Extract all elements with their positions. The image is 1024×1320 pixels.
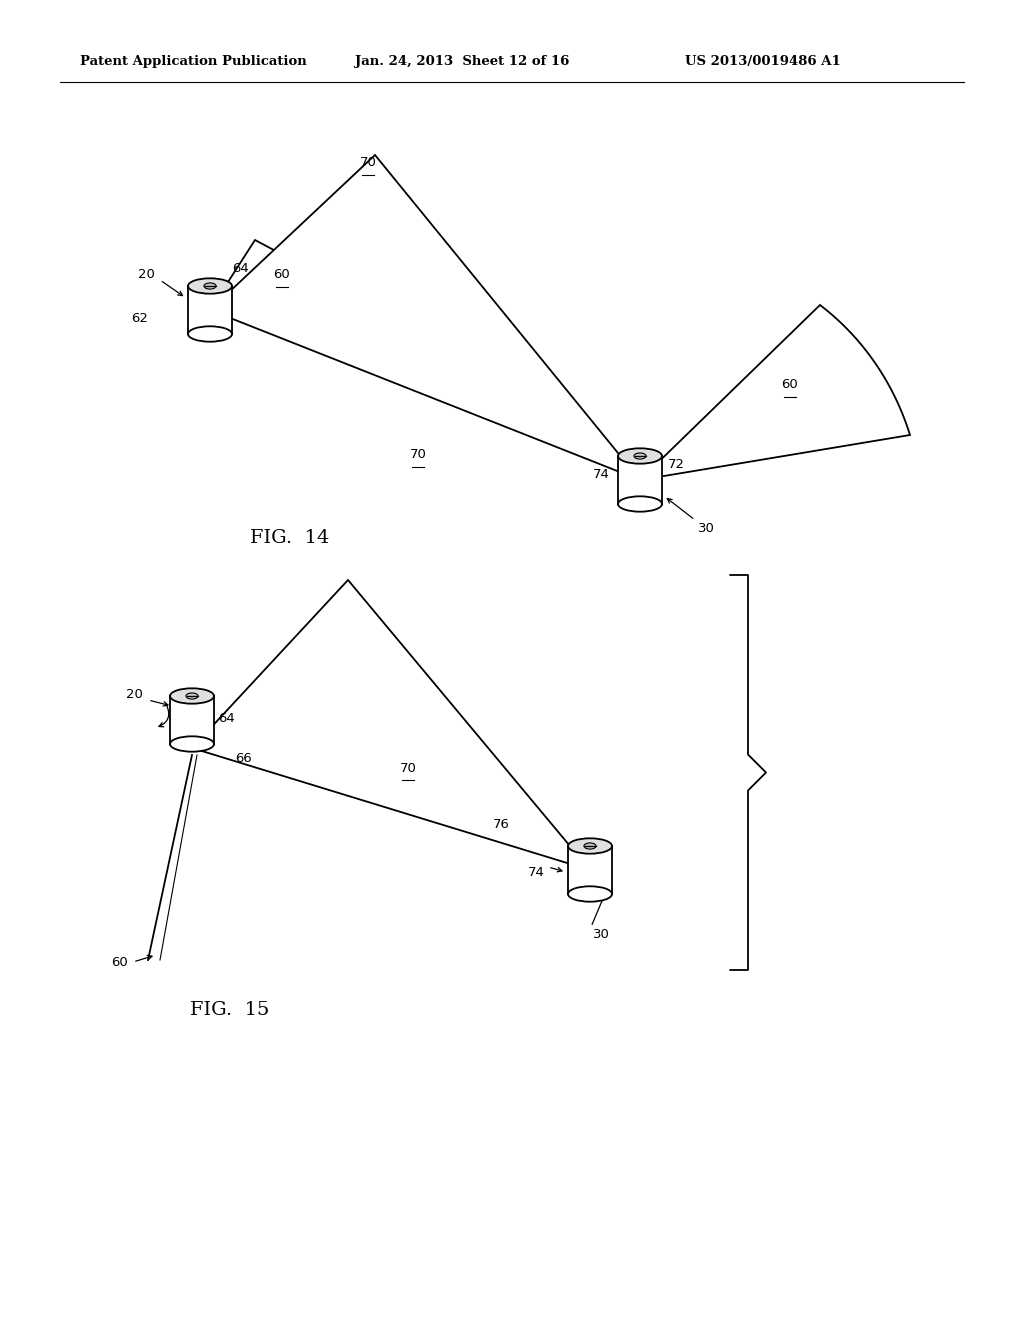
- Ellipse shape: [618, 449, 662, 463]
- Text: 60: 60: [273, 268, 291, 281]
- Ellipse shape: [618, 496, 662, 512]
- Ellipse shape: [204, 282, 216, 289]
- Ellipse shape: [170, 688, 214, 704]
- Ellipse shape: [188, 326, 232, 342]
- Text: 30: 30: [593, 928, 610, 941]
- Text: 66: 66: [234, 751, 252, 764]
- Text: 70: 70: [410, 449, 426, 462]
- Polygon shape: [188, 286, 232, 334]
- Ellipse shape: [568, 838, 612, 854]
- Polygon shape: [193, 579, 590, 870]
- Text: 70: 70: [399, 762, 417, 775]
- Text: 76: 76: [494, 818, 510, 832]
- Text: 74: 74: [528, 866, 545, 879]
- Text: 20: 20: [126, 689, 143, 701]
- Text: 70: 70: [359, 157, 377, 169]
- Text: 64: 64: [218, 711, 234, 725]
- Ellipse shape: [634, 453, 646, 459]
- Polygon shape: [618, 455, 662, 504]
- Text: 60: 60: [781, 379, 799, 392]
- Ellipse shape: [186, 693, 198, 700]
- Polygon shape: [210, 154, 640, 480]
- Text: US 2013/0019486 A1: US 2013/0019486 A1: [685, 55, 841, 69]
- Polygon shape: [210, 240, 330, 310]
- Text: FIG.  14: FIG. 14: [250, 529, 330, 546]
- Text: FIG.  15: FIG. 15: [190, 1001, 269, 1019]
- Ellipse shape: [170, 737, 214, 751]
- Text: 20: 20: [138, 268, 155, 281]
- Text: 60: 60: [112, 956, 128, 969]
- Polygon shape: [170, 696, 214, 744]
- Ellipse shape: [584, 843, 596, 849]
- Text: 72: 72: [668, 458, 685, 471]
- Polygon shape: [568, 846, 612, 894]
- Text: Jan. 24, 2013  Sheet 12 of 16: Jan. 24, 2013 Sheet 12 of 16: [355, 55, 569, 69]
- Ellipse shape: [188, 279, 232, 294]
- Text: 74: 74: [593, 469, 610, 482]
- Text: 64: 64: [232, 261, 249, 275]
- Text: Patent Application Publication: Patent Application Publication: [80, 55, 307, 69]
- Ellipse shape: [568, 886, 612, 902]
- Text: 30: 30: [698, 521, 715, 535]
- Text: 62: 62: [131, 312, 148, 325]
- Polygon shape: [640, 305, 910, 480]
